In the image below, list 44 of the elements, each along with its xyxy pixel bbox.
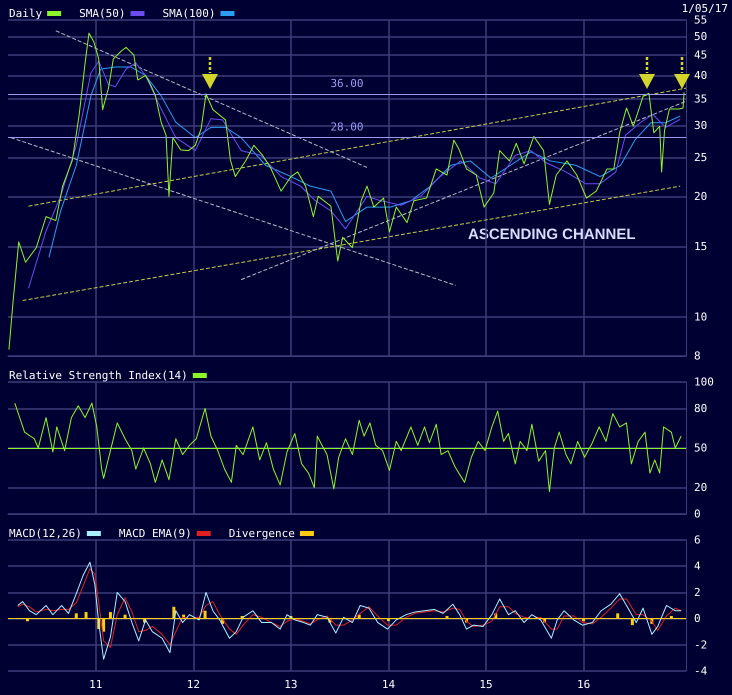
text: 1/05/17: [682, 2, 728, 15]
y-tick-label: 4: [694, 560, 701, 573]
line-series: [17, 568, 682, 648]
y-tick-label: 25: [694, 150, 708, 164]
y-tick-label: 0: [694, 612, 701, 626]
x-tick-label: 13: [284, 678, 298, 691]
y-tick-label: 45: [694, 48, 708, 62]
x-tick-label: 12: [186, 678, 200, 691]
x-tick-label: 14: [382, 678, 396, 691]
legend-label: MACD EMA(9): [118, 527, 192, 540]
legend-label: SMA(100): [162, 7, 216, 20]
line-series: [17, 562, 682, 660]
y-tick-label: 8: [694, 350, 701, 362]
y-tick-label: 40: [694, 69, 708, 82]
annotation: ASCENDING CHANNEL: [468, 226, 636, 243]
y-tick-label: 50: [694, 30, 708, 44]
ref-line-label: 36.00: [330, 76, 364, 90]
y-tick-label: 80: [694, 402, 708, 415]
legend-label: Daily: [8, 7, 42, 20]
line-series: [8, 32, 685, 350]
y-tick-label: 35: [694, 92, 708, 106]
x-tick-label: 11: [89, 678, 102, 691]
legend-label: Relative Strength Index(14): [8, 369, 188, 382]
ref-line-label: 28.00: [330, 120, 364, 134]
x-tick-label: 16: [576, 678, 590, 691]
y-tick-label: 20: [694, 190, 708, 203]
y-tick-label: 55: [694, 14, 708, 26]
x-tick-label: 15: [479, 678, 493, 691]
line-series: [48, 66, 681, 258]
y-tick-label: 15: [694, 240, 708, 253]
legend-label: Divergence: [228, 527, 295, 540]
line-series: [28, 60, 681, 289]
y-tick-label: 50: [694, 442, 708, 454]
legend-label: SMA(50): [79, 7, 126, 20]
y-tick-label: 100: [694, 376, 714, 388]
y-tick-label: 10: [694, 310, 708, 324]
y-tick-label: -2: [694, 638, 708, 652]
y-tick-label: 6: [694, 534, 701, 546]
y-tick-label: -4: [694, 664, 708, 678]
legend-label: MACD(12,26): [8, 527, 82, 540]
y-tick-label: 30: [694, 119, 708, 132]
y-tick-label: 20: [694, 481, 708, 494]
y-tick-label: 0: [694, 508, 701, 520]
y-tick-label: 2: [694, 586, 701, 599]
